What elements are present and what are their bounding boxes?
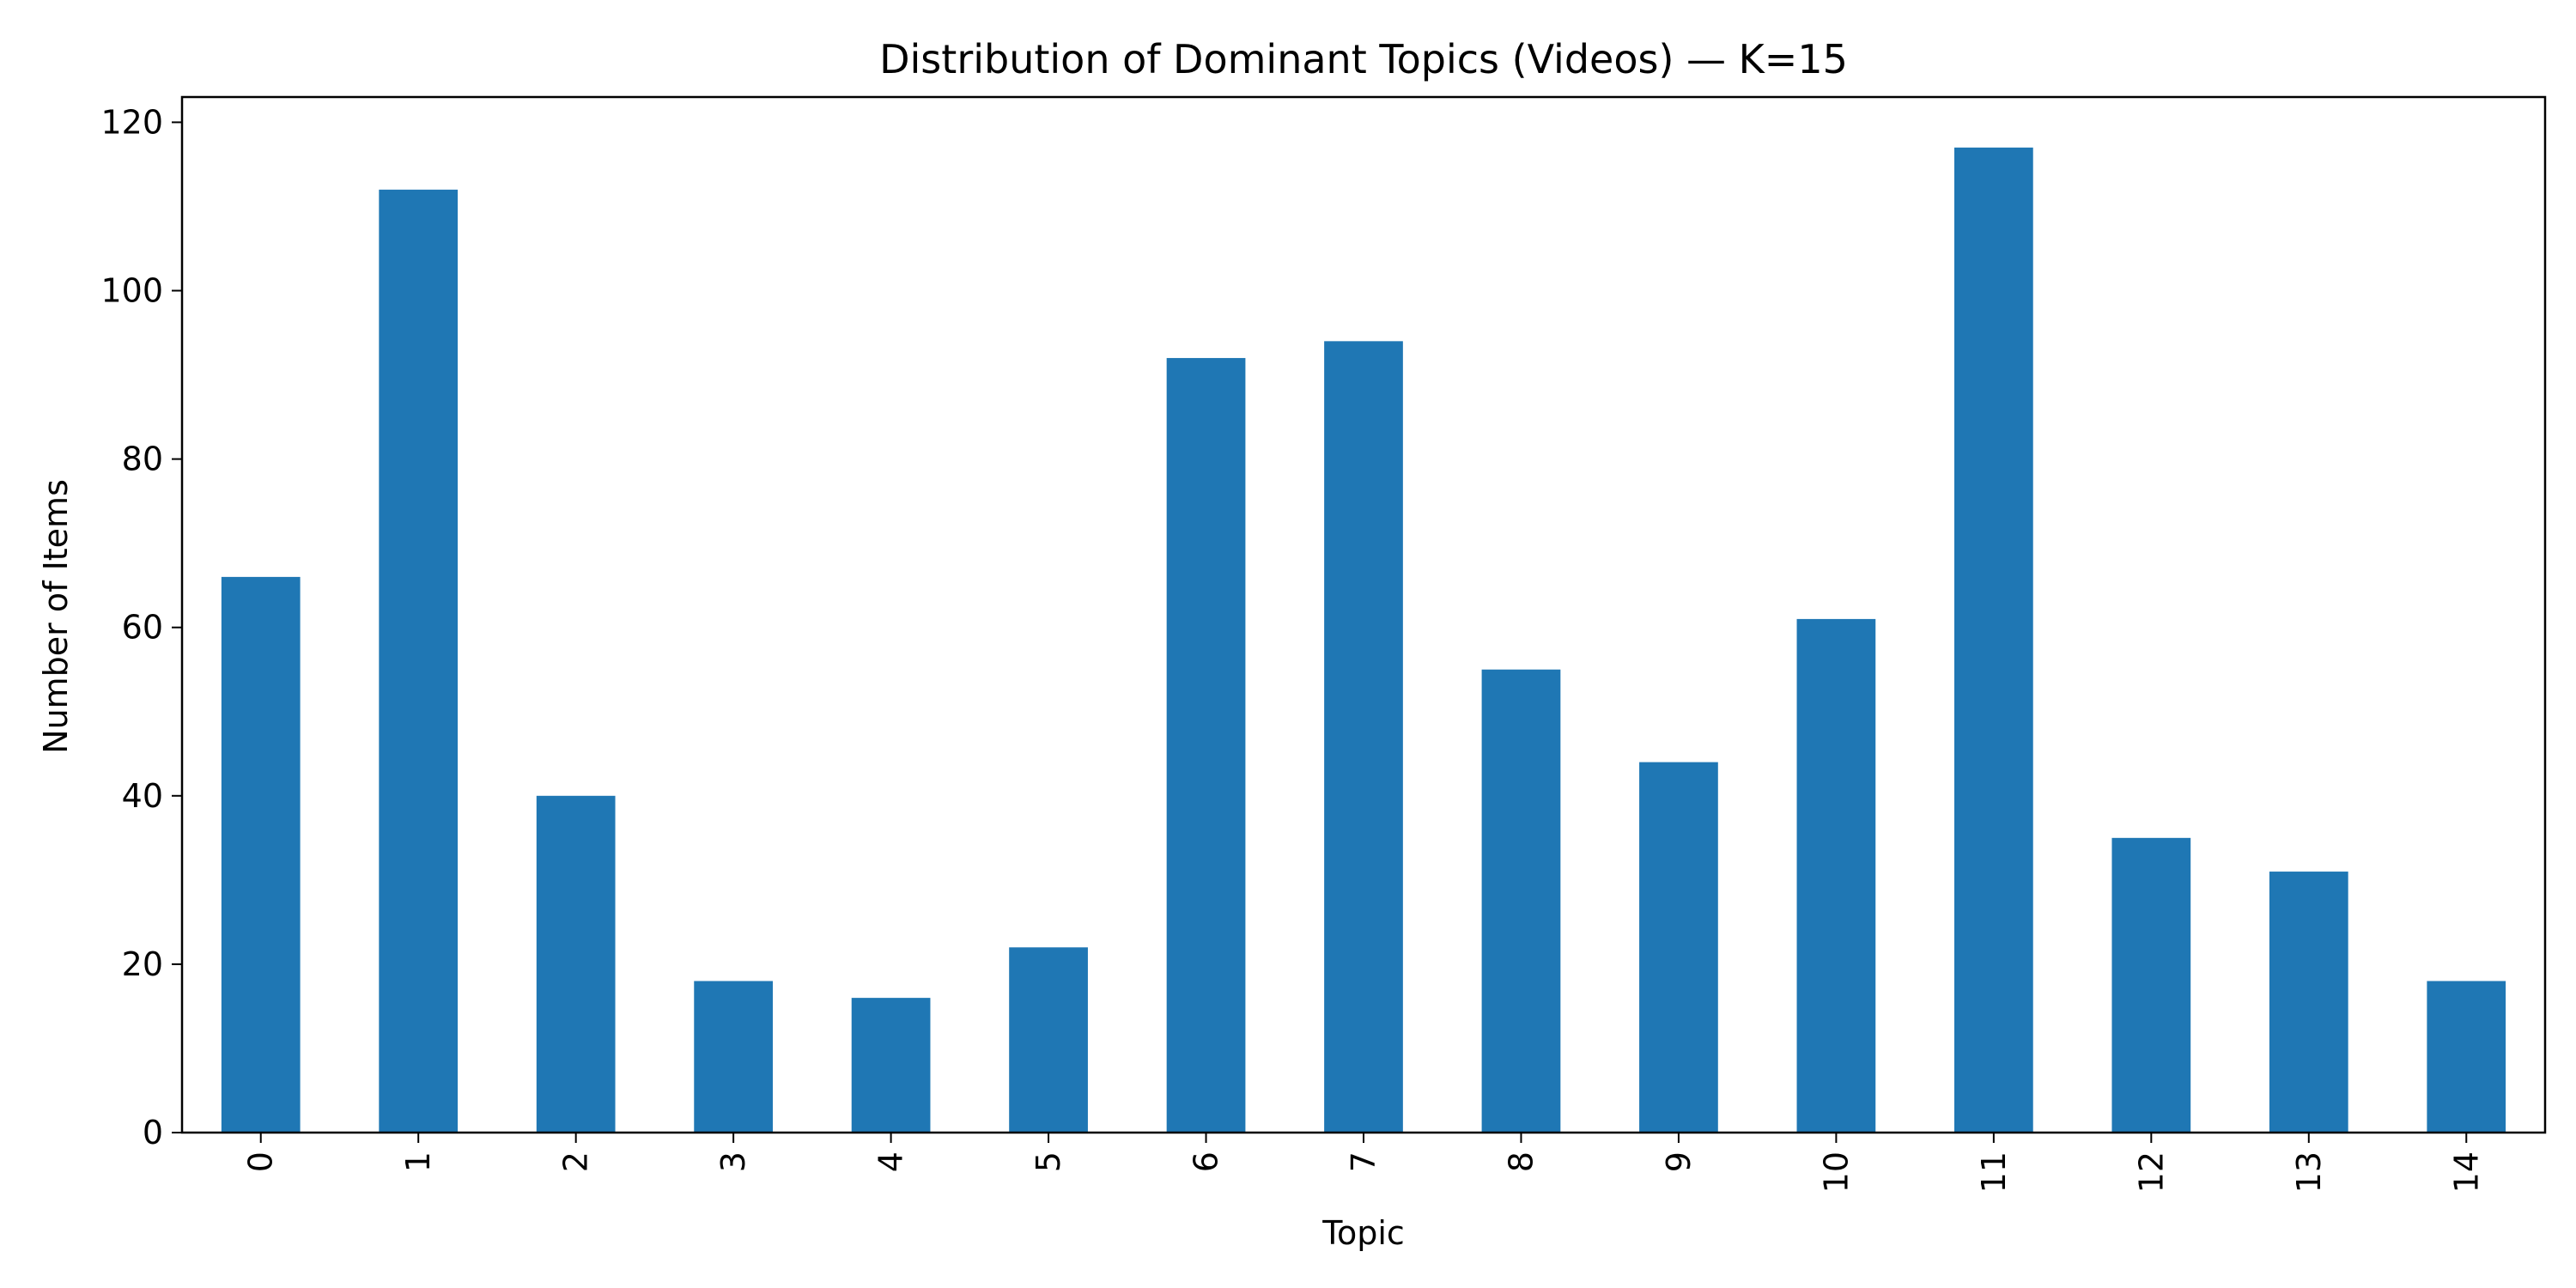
bar-topic-13	[2269, 872, 2348, 1133]
x-tick-label: 4	[872, 1151, 910, 1172]
bar-topic-6	[1166, 357, 1246, 1133]
x-tick-label: 8	[1502, 1151, 1540, 1172]
x-tick-label: 12	[2132, 1151, 2170, 1193]
x-tick-label: 7	[1345, 1151, 1382, 1172]
y-tick-label: 60	[122, 609, 163, 647]
bars-layer	[221, 147, 2506, 1133]
x-tick-label: 1	[399, 1151, 437, 1172]
x-tick-label: 14	[2447, 1151, 2485, 1193]
y-tick-label: 80	[122, 440, 163, 478]
x-tick-label: 10	[1817, 1151, 1855, 1193]
bar-topic-8	[1481, 669, 1561, 1133]
x-tick-label: 13	[2290, 1151, 2328, 1193]
y-tick-label: 40	[122, 777, 163, 815]
x-tick-label: 5	[1030, 1151, 1067, 1172]
x-tick-label: 0	[242, 1151, 280, 1172]
x-tick-label: 9	[1660, 1151, 1698, 1172]
bar-topic-9	[1639, 762, 1718, 1133]
bar-topic-7	[1324, 341, 1403, 1133]
bar-topic-1	[379, 189, 459, 1133]
bar-topic-11	[1954, 147, 2033, 1133]
bar-topic-4	[851, 998, 931, 1133]
chart-title: Distribution of Dominant Topics (Videos)…	[879, 36, 1848, 82]
bar-topic-10	[1796, 618, 1876, 1133]
bar-topic-2	[536, 795, 616, 1133]
x-axis-label: Topic	[1321, 1214, 1405, 1252]
y-tick-label: 120	[100, 103, 163, 141]
y-tick-label: 0	[143, 1114, 163, 1151]
x-tick-label: 11	[1975, 1151, 2013, 1193]
bar-topic-12	[2111, 837, 2191, 1133]
plot-area-frame	[180, 95, 2547, 1134]
y-axis-label: Number of Items	[37, 479, 75, 754]
x-tick-label: 3	[714, 1151, 752, 1172]
y-tick-label: 20	[122, 945, 163, 983]
x-axis-ticks: 0 1 2 3 4 5 6 7 8 9 10 11 12 13 14	[242, 1133, 2485, 1193]
x-tick-label: 6	[1188, 1151, 1225, 1172]
bar-topic-5	[1009, 947, 1088, 1133]
bar-topic-14	[2427, 981, 2506, 1133]
y-axis-ticks: 0 20 40 60 80 100 120	[100, 103, 182, 1151]
bar-topic-0	[221, 576, 301, 1133]
y-tick-label: 100	[100, 272, 163, 310]
x-tick-label: 2	[557, 1151, 595, 1172]
bar-topic-3	[694, 981, 773, 1133]
